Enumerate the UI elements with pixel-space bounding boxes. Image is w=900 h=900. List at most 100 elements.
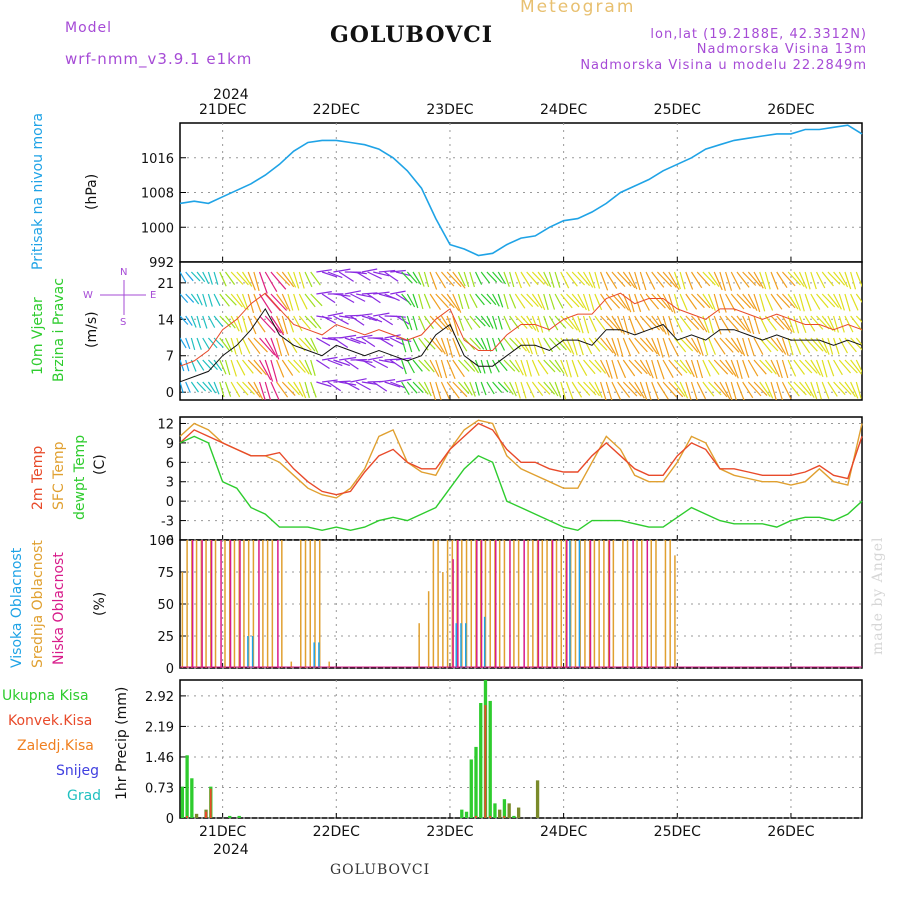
wind-arrow: [350, 378, 367, 383]
wind-arrow: [571, 381, 583, 398]
wind-arrow: [804, 293, 812, 312]
wind-arrow: [696, 293, 711, 309]
wind-arrow: [730, 381, 737, 400]
wind-arrow: [185, 381, 191, 393]
wind-arrow: [418, 315, 426, 331]
wind-arrow: [395, 357, 412, 361]
wind-arrow: [469, 293, 478, 309]
wind-arrow: [668, 271, 680, 291]
wind-arrow: [759, 381, 771, 397]
wind-arrow: [457, 315, 465, 331]
wind-arrow: [713, 337, 726, 355]
wind-arrow: [457, 337, 468, 352]
wind-arrow: [673, 271, 681, 290]
pressure-line: [179, 124, 863, 257]
wind-arrow: [446, 271, 462, 288]
wind-arrow: [281, 381, 296, 397]
y-tick-label: 1016: [141, 152, 174, 167]
x-tick-label-top: 25DEC: [654, 102, 701, 118]
y-tick-label: 0: [166, 812, 174, 827]
wind-arrow: [338, 271, 354, 282]
wind-arrow: [537, 381, 551, 395]
wind-arrow: [747, 381, 762, 397]
wind-arrow: [253, 337, 268, 353]
wind-arrow: [798, 271, 808, 289]
model-name: wrf-nmm_v3.9.1 e1km: [65, 50, 253, 68]
wind-arrow: [497, 359, 508, 372]
wind-arrow: [617, 293, 630, 311]
wind-arrow: [344, 381, 360, 391]
x-tick-label-bottom: 22DEC: [313, 824, 360, 840]
precip-ylabel: 1hr Precip (mm): [114, 687, 130, 800]
wind-arrow: [685, 315, 700, 331]
wind-arrow: [770, 271, 779, 290]
wind-arrow: [543, 359, 556, 373]
wind-arrow: [855, 293, 862, 303]
footer-title: GOLUBOVCI: [330, 862, 431, 878]
y-tick-label: 992: [149, 256, 174, 271]
wind-arrow: [429, 381, 437, 400]
wind-arrow: [185, 293, 195, 303]
wind-arrow: [628, 315, 636, 334]
wind-arrow: [821, 271, 834, 287]
wind-arrow: [719, 337, 734, 353]
wind-arrow: [219, 337, 230, 351]
wind-arrow: [264, 381, 272, 400]
wind-arrow: [730, 359, 739, 379]
wind-arrow: [577, 293, 587, 311]
wind-arrow: [815, 381, 822, 400]
wind-arrow: [253, 293, 262, 313]
wind-arrow: [850, 359, 862, 375]
wind-arrow: [207, 293, 213, 307]
wind-arrow: [821, 293, 836, 308]
wind-arrow: [259, 293, 273, 314]
wind-arrow: [247, 359, 263, 375]
wind-arrow: [799, 359, 813, 374]
wind-arrow: [361, 337, 376, 348]
wind-arrow: [844, 381, 856, 398]
wind-arrow: [617, 271, 632, 287]
wind-arrow: [645, 359, 654, 379]
wind-arrow: [605, 337, 617, 356]
wind-arrow: [691, 315, 705, 331]
wind-arrow: [850, 293, 859, 311]
wind-arrow: [702, 381, 715, 397]
wind-arrow: [628, 359, 643, 375]
wind-arrow: [679, 337, 694, 352]
wind-arrow: [656, 359, 665, 380]
wind-arrow: [662, 337, 670, 358]
wind-arrow: [440, 293, 455, 309]
wind-arrow: [463, 315, 473, 330]
wind-arrow: [821, 381, 830, 399]
wind-arrow: [753, 337, 764, 355]
wind-arrow: [713, 381, 728, 398]
cloud-unit: (%): [92, 592, 108, 616]
wind-arrow: [241, 315, 248, 333]
wind-arrow: [673, 293, 680, 312]
wind-arrow: [600, 293, 613, 311]
wind-arrow: [793, 337, 802, 355]
wind-arrow: [707, 293, 716, 311]
wind-arrow: [253, 315, 266, 333]
wind-arrow: [759, 337, 772, 353]
wind-arrow: [401, 315, 409, 330]
precip-total-bar: [228, 815, 232, 818]
wind-arrow: [764, 315, 777, 331]
wind-arrow: [611, 337, 619, 357]
wind-arrow: [520, 381, 527, 399]
wind-arrow: [213, 315, 223, 327]
wind-arrow: [463, 293, 470, 309]
wind-arrow: [367, 315, 383, 323]
wind-arrow: [429, 315, 444, 331]
wind-arrow: [537, 359, 549, 375]
precip-total-bar: [194, 813, 199, 818]
wind-arrow: [622, 293, 632, 313]
wind-arrow: [651, 293, 666, 309]
wind-arrow: [668, 337, 679, 357]
wind-arrow: [486, 337, 492, 352]
wind-arrow: [247, 271, 256, 291]
wind-arrow: [707, 337, 716, 355]
wind-arrow: [526, 337, 533, 355]
wind-arrow: [406, 315, 413, 331]
wind-arrow: [696, 381, 707, 400]
